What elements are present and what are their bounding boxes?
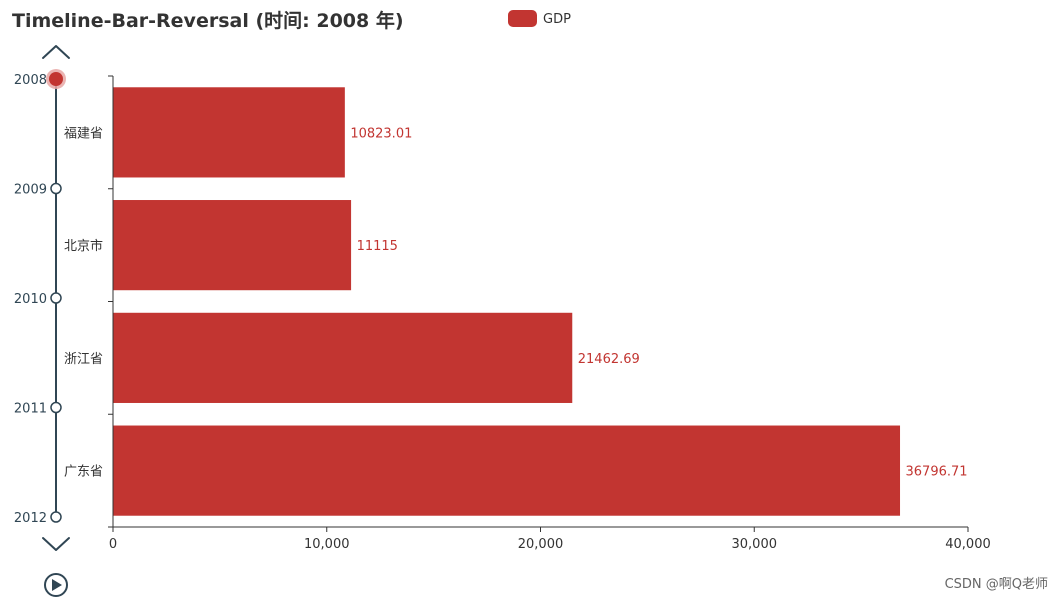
bar-value-label: 10823.01 <box>350 126 412 141</box>
timeline-point[interactable] <box>50 182 62 195</box>
bar-value-label: 11115 <box>357 239 398 254</box>
bar[interactable] <box>113 425 901 516</box>
category-label: 广东省 <box>64 465 103 480</box>
timeline-point[interactable] <box>50 401 62 414</box>
plot-area: 0 10,000 20,000 30,000 40,000 福建省 10823.01 北京市 1… <box>64 75 991 552</box>
x-tick-label: 10,000 <box>304 537 350 552</box>
x-tick-label: 40,000 <box>945 537 991 552</box>
bar[interactable] <box>113 87 345 178</box>
category-label: 浙江省 <box>64 352 103 367</box>
category-label: 福建省 <box>64 126 103 141</box>
timeline-label[interactable]: 2012 <box>14 511 47 526</box>
x-tick-label: 30,000 <box>732 537 778 552</box>
play-icon[interactable] <box>44 573 68 597</box>
timeline-label[interactable]: 2010 <box>14 292 47 307</box>
bar[interactable] <box>113 200 352 291</box>
timeline-point[interactable] <box>50 511 62 523</box>
x-tick-label: 20,000 <box>518 537 564 552</box>
chart-title: Timeline-Bar-Reversal (时间: 2008 年) <box>12 9 404 32</box>
timeline-current-marker[interactable] <box>49 72 63 86</box>
category-label: 北京市 <box>64 238 103 254</box>
timeline-point[interactable] <box>50 292 62 304</box>
chevron-down-icon[interactable] <box>42 537 70 551</box>
timeline-label[interactable]: 2008 <box>14 73 47 88</box>
bar-value-label: 36796.71 <box>906 465 968 480</box>
legend[interactable]: GDP <box>508 10 571 27</box>
timeline: 2008 2009 2010 2011 2012 <box>14 45 70 597</box>
legend-label[interactable]: GDP <box>543 12 571 27</box>
timeline-label[interactable]: 2011 <box>14 402 47 417</box>
chevron-up-icon[interactable] <box>42 45 70 59</box>
timeline-label[interactable]: 2009 <box>14 183 47 198</box>
x-tick-label: 0 <box>109 537 117 552</box>
legend-swatch[interactable] <box>508 10 537 27</box>
watermark: CSDN @啊Q老师 <box>945 577 1048 592</box>
bar-value-label: 21462.69 <box>578 352 640 367</box>
bar[interactable] <box>113 312 573 403</box>
